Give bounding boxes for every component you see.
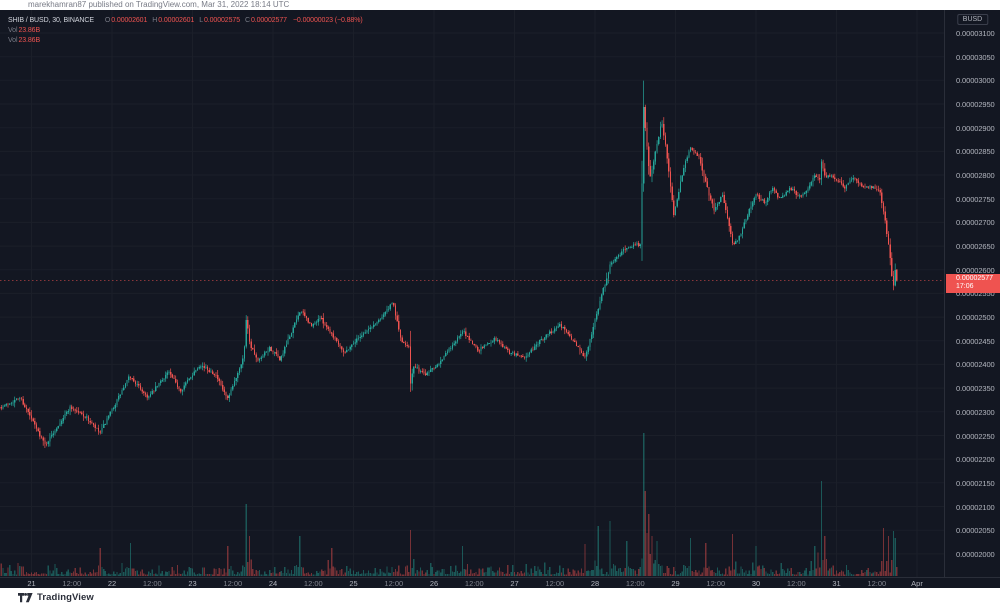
footer: TradingView	[0, 588, 1000, 607]
change-value: −0.00000023 (−0.88%)	[292, 17, 363, 24]
price-tick: 0.00002600	[956, 265, 995, 275]
time-tick: 28	[590, 579, 600, 588]
ohlc-label: L	[199, 17, 203, 24]
time-tick: 12:00	[786, 579, 806, 588]
price-tick: 0.00002700	[956, 218, 995, 228]
chart-area: SHIB / BUSD, 30, BINANCE O0.00002601 H0.00…	[0, 10, 1000, 588]
volume-label: Vol	[8, 27, 18, 34]
candle-wicks-up	[2, 80, 896, 447]
bar-countdown: 17:06	[956, 283, 974, 291]
time-tick: 23	[188, 579, 197, 588]
time-tick: 12:00	[384, 579, 404, 588]
time-tick: 12:00	[706, 579, 726, 588]
price-tick: 0.00003000	[956, 76, 995, 86]
watermark-text: marekhamran87 published on TradingView.c…	[28, 0, 290, 9]
ohlc-value: 0.00002601	[111, 17, 148, 24]
ohlc-label: O	[104, 17, 111, 24]
price-tick: 0.00002900	[956, 123, 995, 133]
volume-value: 23.86B	[18, 27, 41, 34]
price-tick: 0.00003100	[956, 29, 995, 38]
candle-wicks-down	[0, 104, 898, 448]
ohlc-value: 0.00002577	[250, 17, 287, 24]
ohlc-label: C	[244, 17, 250, 24]
time-tick: 24	[268, 579, 278, 588]
price-tick: 0.00002150	[956, 478, 995, 488]
legend-row-volume: Vol23.86B	[8, 27, 363, 34]
legend-row-volume: Vol23.86B	[8, 37, 363, 44]
last-price-value: 0.00002577	[956, 274, 993, 282]
time-tick: 12:00	[867, 579, 887, 588]
time-axis[interactable]: 21 12:00 22 12:00 23 12:00 24 12:00 25 12:00 26 12:…	[0, 577, 1000, 588]
price-tick: 0.00002400	[956, 360, 995, 370]
time-tick: 12:00	[142, 579, 162, 588]
time-tick: 12:00	[545, 579, 565, 588]
currency-label[interactable]: BUSD	[956, 14, 989, 25]
price-axis[interactable]: BUSD 0.00003100 0.00003050 0.00003000 0.000…	[944, 10, 1000, 577]
symbol-title[interactable]: SHIB / BUSD, 30, BINANCE	[8, 17, 94, 24]
price-tick: 0.00002250	[956, 431, 995, 441]
price-tick: 0.00002750	[956, 194, 995, 204]
time-tick: 27	[510, 579, 519, 588]
price-tick: 0.00002050	[956, 526, 995, 536]
price-tick: 0.00002200	[956, 455, 995, 465]
legend-row-symbol: SHIB / BUSD, 30, BINANCE O0.00002601 H0.00…	[8, 17, 363, 24]
ohlc-label: H	[152, 17, 158, 24]
candle-bodies-down	[0, 107, 898, 445]
price-tick: 0.00002350	[956, 384, 995, 394]
grid-lines	[0, 10, 944, 577]
legend: SHIB / BUSD, 30, BINANCE O0.00002601 H0.00…	[8, 14, 363, 44]
time-tick: 21	[27, 579, 36, 588]
volume-value: 23.86B	[18, 37, 41, 44]
price-tick: 0.00003050	[956, 52, 995, 62]
ohlc-value: 0.00002575	[204, 17, 240, 24]
tradingview-logo-icon	[18, 592, 33, 602]
tradingview-logo-text: TradingView	[37, 592, 94, 603]
price-tick: 0.00002550	[956, 289, 995, 299]
time-tick: 31	[832, 579, 841, 588]
chart-canvas[interactable]	[0, 10, 944, 577]
price-tick: 0.00002650	[956, 242, 995, 252]
ohlc-values: O0.00002601 H0.00002601 L0.00002575 C0.0000…	[100, 17, 287, 24]
time-tick: 12:00	[303, 579, 323, 588]
watermark-bar: marekhamran87 published on TradingView.c…	[0, 0, 1000, 10]
time-tick: 12:00	[464, 579, 484, 588]
time-tick: 30	[751, 579, 761, 588]
time-tick: 22	[107, 579, 117, 588]
price-tick: 0.00002450	[956, 336, 995, 346]
price-tick: 0.00002850	[956, 147, 995, 157]
time-tick: Apr	[911, 579, 923, 588]
time-tick: 12:00	[223, 579, 243, 588]
volume-bars-up	[2, 433, 896, 576]
price-tick: 0.00002500	[956, 313, 995, 323]
ohlc-value: 0.00002601	[158, 17, 195, 24]
volume-bars-down	[0, 491, 898, 576]
candle-bodies-up	[2, 107, 896, 444]
last-price-badge: 0.00002577 17:06	[946, 273, 1000, 293]
tradingview-logo[interactable]: TradingView	[18, 592, 94, 603]
time-tick: 26	[429, 579, 439, 588]
volume-label: Vol	[8, 37, 18, 44]
time-tick: 25	[349, 579, 358, 588]
price-tick: 0.00002100	[956, 502, 995, 512]
price-tick: 0.00002800	[956, 171, 995, 180]
price-tick: 0.00002300	[956, 407, 995, 417]
price-tick: 0.00002000	[956, 549, 995, 559]
price-tick: 0.00002950	[956, 100, 995, 109]
time-tick: 12:00	[62, 579, 82, 588]
time-tick: 12:00	[625, 579, 645, 588]
time-tick: 29	[671, 579, 680, 588]
